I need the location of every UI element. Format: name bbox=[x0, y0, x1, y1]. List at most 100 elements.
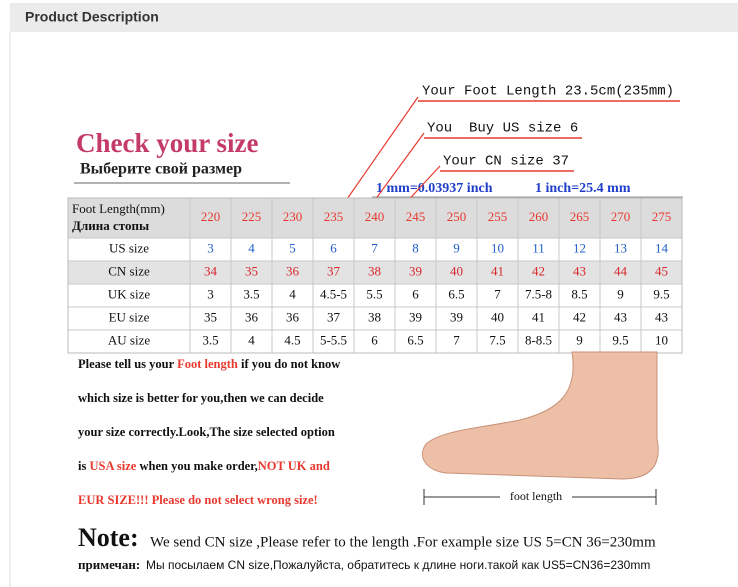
paragraph-line: Please tell us your Foot length if you d… bbox=[78, 357, 340, 371]
table-cell: 4 bbox=[289, 286, 296, 301]
table-cell: 7 bbox=[494, 286, 501, 301]
table-cell: 43 bbox=[573, 263, 586, 278]
table-cell: 5 bbox=[289, 240, 296, 255]
header-label: Длина стопы bbox=[72, 218, 149, 233]
table-cell: 34 bbox=[204, 263, 218, 278]
table-cell: 4.5-5 bbox=[320, 286, 347, 301]
table-cell: 39 bbox=[409, 263, 422, 278]
table-cell: 12 bbox=[573, 240, 586, 255]
table-cell: 38 bbox=[368, 309, 381, 324]
table-cell: 44 bbox=[614, 263, 628, 278]
table-cell: 40 bbox=[491, 309, 504, 324]
table-cell: 41 bbox=[532, 309, 545, 324]
table-cell: 45 bbox=[655, 263, 668, 278]
table-cell: 3 bbox=[207, 240, 214, 255]
header-cell: 265 bbox=[570, 209, 590, 224]
paragraph-line: is USA size when you make order,NOT UK a… bbox=[78, 459, 330, 473]
row-bg bbox=[68, 307, 682, 330]
header-bar bbox=[10, 3, 738, 32]
table-cell: 36 bbox=[286, 309, 300, 324]
table-cell: 6.5 bbox=[448, 286, 464, 301]
text-segment: is bbox=[78, 459, 89, 473]
row-label: CN size bbox=[108, 263, 150, 278]
text-segment: Foot length bbox=[177, 357, 238, 371]
table-cell: 41 bbox=[491, 263, 504, 278]
table-cell: 7 bbox=[453, 332, 460, 347]
table-cell: 39 bbox=[409, 309, 422, 324]
header-cell: 250 bbox=[447, 209, 467, 224]
table-cell: 4.5 bbox=[284, 332, 300, 347]
annotation: You Buy US size 6 bbox=[427, 121, 578, 137]
table-cell: 43 bbox=[655, 309, 668, 324]
text-segment: when you make order, bbox=[136, 459, 257, 473]
text-segment: Please tell us your bbox=[78, 357, 177, 371]
header-cell: 245 bbox=[406, 209, 426, 224]
annotation: Your Foot Length 23.5cm(235mm) bbox=[422, 84, 674, 100]
table-cell: 9 bbox=[453, 240, 460, 255]
table-cell: 39 bbox=[450, 309, 463, 324]
header-cell: 225 bbox=[242, 209, 262, 224]
header-cell: 235 bbox=[324, 209, 344, 224]
table-cell: 11 bbox=[532, 240, 545, 255]
table-cell: 3 bbox=[207, 286, 214, 301]
table-cell: 37 bbox=[327, 309, 341, 324]
table-cell: 36 bbox=[286, 263, 300, 278]
row-label: UK size bbox=[108, 286, 150, 301]
table-cell: 10 bbox=[655, 332, 668, 347]
row-bg bbox=[68, 330, 682, 353]
table-cell: 14 bbox=[655, 240, 669, 255]
table-cell: 7.5-8 bbox=[525, 286, 552, 301]
note-label: Note: bbox=[78, 523, 139, 552]
header-cell: 240 bbox=[365, 209, 385, 224]
table-cell: 3.5 bbox=[202, 332, 218, 347]
row-bg bbox=[68, 238, 682, 261]
table-cell: 9 bbox=[576, 332, 583, 347]
header-row-bg bbox=[68, 198, 682, 238]
table-cell: 6 bbox=[330, 240, 337, 255]
table-cell: 9.5 bbox=[612, 332, 628, 347]
foot-illustration bbox=[421, 351, 659, 480]
text-segment: if you do not know bbox=[238, 357, 340, 371]
title: Check your size bbox=[76, 128, 259, 158]
header-cell: 230 bbox=[283, 209, 303, 224]
row-label: AU size bbox=[108, 332, 150, 347]
table-cell: 10 bbox=[491, 240, 504, 255]
table-cell: 43 bbox=[614, 309, 627, 324]
table-cell: 9 bbox=[617, 286, 624, 301]
text-segment: your size correctly.Look,The size select… bbox=[78, 425, 335, 439]
table-cell: 6 bbox=[371, 332, 378, 347]
paragraph-line: EUR SIZE!!! Please do not select wrong s… bbox=[78, 493, 318, 507]
table-cell: 37 bbox=[327, 263, 341, 278]
table-cell: 9.5 bbox=[653, 286, 669, 301]
table-cell: 35 bbox=[245, 263, 258, 278]
table-cell: 8 bbox=[412, 240, 419, 255]
header-label: Foot Length(mm) bbox=[72, 201, 165, 216]
table-border bbox=[67, 197, 683, 354]
arrow bbox=[337, 96, 419, 213]
table-cell: 40 bbox=[450, 263, 463, 278]
table-cell: 6 bbox=[412, 286, 419, 301]
text-segment: NOT UK and bbox=[258, 459, 330, 473]
table-cell: 7.5 bbox=[489, 332, 505, 347]
table-cell: 3.5 bbox=[243, 286, 259, 301]
table-cell: 13 bbox=[614, 240, 627, 255]
table-cell: 35 bbox=[204, 309, 217, 324]
table-cell: 5-5.5 bbox=[320, 332, 347, 347]
table-cell: 6.5 bbox=[407, 332, 423, 347]
row-bg bbox=[68, 284, 682, 307]
subtitle: Выберите свой размер bbox=[80, 161, 242, 178]
note-ru-label: примечан: bbox=[78, 557, 140, 572]
header-title: Product Description bbox=[25, 9, 159, 25]
table-cell: 42 bbox=[532, 263, 545, 278]
paragraph-line: which size is better for you,then we can… bbox=[78, 391, 324, 405]
conversion: 1 mm=0.03937 inch bbox=[376, 181, 493, 196]
note-text: We send CN size ,Please refer to the len… bbox=[150, 534, 656, 550]
table-cell: 36 bbox=[245, 309, 259, 324]
row-label: US size bbox=[109, 240, 149, 255]
row-bg bbox=[68, 261, 682, 284]
header-cell: 275 bbox=[652, 209, 672, 224]
text-segment: USA size bbox=[89, 459, 136, 473]
header-cell: 220 bbox=[201, 209, 221, 224]
